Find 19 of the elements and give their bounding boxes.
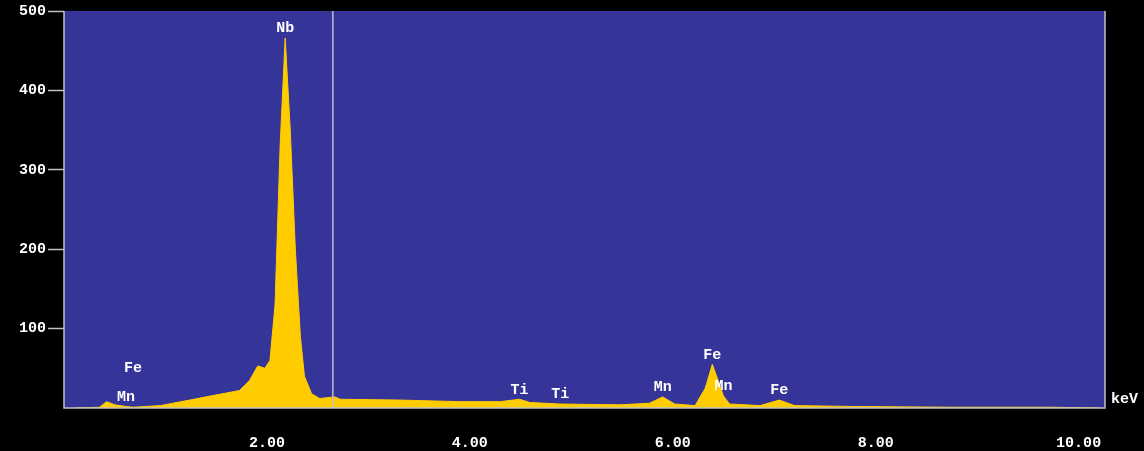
x-tick-label: 4.00 — [451, 434, 488, 451]
y-tick-label: 300 — [18, 161, 46, 179]
y-tick-label: 500 — [18, 2, 46, 20]
x-tick-label: 6.00 — [654, 434, 691, 451]
annotation: Nb — [276, 20, 295, 38]
y-tick-label: 400 — [18, 82, 46, 100]
y-tick-label: 200 — [18, 240, 46, 258]
annotation: Ti — [510, 381, 529, 399]
x-tick-label: 2.00 — [248, 434, 285, 451]
annotation: Fe — [703, 346, 722, 364]
annotation: Fe — [123, 360, 142, 378]
x-tick-label: 10.00 — [1056, 434, 1102, 451]
x-tick-label: 8.00 — [857, 434, 894, 451]
annotation: Mn — [653, 379, 672, 397]
x-axis-title: keV — [1111, 391, 1139, 409]
annotation: Fe — [770, 382, 789, 400]
annotation: Ti — [551, 386, 570, 404]
annotation: Mn — [116, 388, 135, 406]
y-tick-label: 100 — [18, 320, 46, 338]
